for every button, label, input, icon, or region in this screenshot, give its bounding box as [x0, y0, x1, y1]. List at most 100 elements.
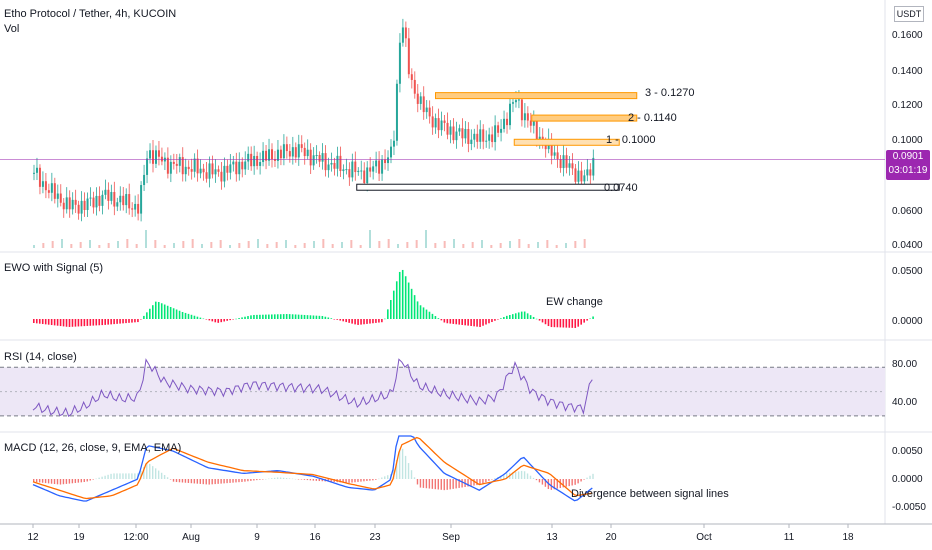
- macd-histogram-bar: [413, 477, 416, 479]
- macd-histogram-bar: [571, 479, 573, 486]
- candle-body: [154, 150, 157, 164]
- macd-histogram-bar: [71, 479, 74, 484]
- ewo-tick: 0.0000: [892, 316, 923, 327]
- ewo-bar: [175, 309, 178, 319]
- candle-body: [476, 133, 479, 142]
- volume-bar: [387, 239, 390, 248]
- macd-histogram-bar: [592, 473, 594, 479]
- candle-body: [309, 149, 312, 166]
- macd-histogram-bar: [529, 475, 532, 479]
- ewo-bar: [529, 315, 532, 319]
- ewo-bar: [562, 319, 565, 328]
- volume-bar: [61, 239, 63, 248]
- macd-histogram-bar: [327, 479, 329, 482]
- ewo-bar: [443, 319, 446, 323]
- level-label-support: 0.0740: [604, 182, 638, 194]
- volume-bar: [79, 242, 82, 248]
- macd-histogram-bar: [506, 473, 508, 479]
- candle-body: [250, 153, 253, 167]
- ewo-bar: [152, 305, 154, 319]
- candle-body: [485, 140, 488, 142]
- volume-bar: [583, 239, 586, 248]
- macd-histogram-bar: [113, 473, 115, 479]
- macd-histogram-bar: [580, 479, 582, 482]
- ewo-bar: [482, 319, 484, 326]
- candle-body: [348, 169, 351, 178]
- volume-bar: [173, 243, 175, 248]
- candle-body: [384, 159, 387, 164]
- ewo-bar: [357, 319, 359, 325]
- ewo-bar: [80, 319, 83, 327]
- candle-body: [514, 100, 517, 103]
- macd-histogram-bar: [95, 478, 97, 480]
- ewo-bar: [101, 319, 104, 326]
- candle-body: [279, 149, 282, 159]
- candle-body: [83, 200, 86, 210]
- macd-histogram-bar: [583, 479, 585, 480]
- candle-body: [276, 149, 279, 161]
- ewo-bar: [485, 319, 487, 325]
- candle-body: [357, 170, 360, 173]
- ewo-bar: [253, 314, 255, 319]
- macd-histogram-bar: [56, 479, 59, 485]
- macd-histogram-bar: [586, 477, 588, 479]
- candle-body: [378, 160, 381, 174]
- macd-histogram-bar: [372, 479, 374, 481]
- macd-histogram-bar: [434, 479, 437, 490]
- ewo-bar: [291, 314, 294, 319]
- candle-body: [491, 134, 494, 143]
- ewo-bar: [500, 318, 502, 319]
- macd-histogram-bar: [523, 471, 526, 479]
- candle-body: [62, 202, 65, 210]
- candle-body: [172, 161, 175, 164]
- ewo-bar: [160, 303, 163, 319]
- macd-histogram-bar: [199, 479, 201, 484]
- candle-body: [38, 167, 41, 187]
- macd-histogram-bar: [425, 479, 428, 489]
- macd-tick: 0.0000: [892, 474, 923, 485]
- macd-histogram-bar: [574, 479, 576, 485]
- candle-body: [282, 144, 285, 159]
- volume-bar: [126, 239, 129, 248]
- macd-histogram-bar: [149, 463, 151, 479]
- ewo-bar: [285, 314, 288, 319]
- macd-histogram-bar: [544, 479, 547, 487]
- ewo-bar: [467, 319, 469, 326]
- x-tick: Oct: [696, 532, 712, 543]
- candle-body: [95, 195, 98, 208]
- ewo-bar: [410, 288, 413, 319]
- ewo-bar: [464, 319, 466, 326]
- macd-histogram-bar: [33, 479, 35, 482]
- ewo-bar: [190, 314, 193, 319]
- ewo-bar: [288, 314, 291, 319]
- volume-bar: [527, 244, 530, 248]
- candle-body: [53, 183, 56, 199]
- ewo-bar: [577, 319, 580, 327]
- volume-bar: [350, 240, 353, 248]
- candle-body: [205, 172, 208, 179]
- volume-bar: [201, 244, 203, 248]
- candle-body: [395, 83, 398, 141]
- ewo-bar: [589, 318, 591, 320]
- candle-body: [312, 155, 315, 166]
- volume-bar: [406, 242, 409, 248]
- candle-body: [71, 199, 74, 210]
- ewo-bar: [205, 319, 208, 320]
- macd-histogram-bar: [154, 468, 157, 479]
- macd-histogram-bar: [321, 479, 323, 482]
- ewo-bar: [128, 319, 130, 323]
- macd-histogram-bar: [503, 474, 505, 479]
- currency-unit[interactable]: USDT: [894, 6, 924, 22]
- macd-histogram-bar: [41, 479, 44, 483]
- level-label-2: 2 - 0.1140: [628, 112, 677, 124]
- ewo-bar: [461, 319, 463, 325]
- ewo-bar: [86, 319, 89, 326]
- macd-histogram-bar: [217, 479, 219, 484]
- candle-body: [509, 103, 511, 126]
- macd-histogram-bar: [265, 478, 267, 480]
- candle-body: [181, 157, 184, 175]
- macd-histogram-bar: [101, 476, 103, 479]
- candle-body: [538, 136, 541, 141]
- price-tick: 0.0600: [892, 206, 923, 217]
